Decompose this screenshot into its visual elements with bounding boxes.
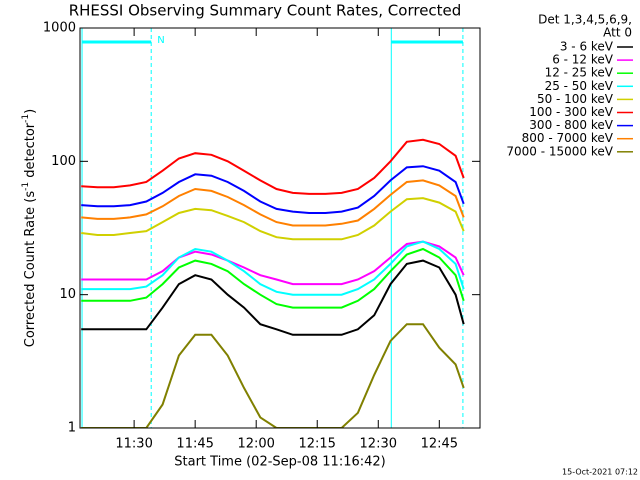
- y-tick-label: 100: [51, 154, 76, 169]
- legend-header: Det 1,3,4,5,6,9,: [538, 13, 632, 27]
- series-line: [81, 138, 465, 195]
- legend-label: 800 - 7000 keV: [522, 131, 614, 145]
- x-tick-label: 11:30: [115, 437, 152, 452]
- series-line: [81, 240, 465, 296]
- y-label-sup: -1: [21, 114, 31, 123]
- y-label-part: detector: [23, 122, 38, 182]
- legend-label: 7000 - 15000 keV: [506, 144, 613, 158]
- x-tick-label: 12:45: [421, 437, 458, 452]
- x-tick-label: 12:30: [360, 437, 397, 452]
- y-tick-label: 1: [68, 421, 76, 436]
- legend-header: Att 0: [603, 26, 632, 40]
- series-line: [81, 240, 465, 286]
- legend-label: 25 - 50 keV: [545, 79, 614, 93]
- series-line: [81, 259, 465, 336]
- plot-frame: [79, 27, 481, 429]
- series-line: [81, 197, 465, 241]
- legend-label: 6 - 12 keV: [552, 53, 614, 67]
- chart-title: RHESSI Observing Summary Count Rates, Co…: [69, 2, 462, 20]
- legend-label: 12 - 25 keV: [545, 66, 614, 80]
- x-axis-label: Start Time (02-Sep-08 11:16:42): [174, 455, 385, 470]
- y-label-part: ): [23, 109, 38, 114]
- series-line: [81, 323, 465, 428]
- legend-label: 50 - 100 keV: [537, 92, 614, 106]
- series-line: [81, 247, 465, 309]
- y-label-sup: -1: [21, 182, 31, 191]
- series-line: [81, 179, 465, 227]
- legend-label: 3 - 6 keV: [560, 40, 614, 54]
- x-tick-label: 12:15: [298, 437, 335, 452]
- x-tick-label: 11:45: [176, 437, 213, 452]
- series-line: [81, 165, 465, 214]
- y-axis-label: Corrected Count Rate (s-1 detector-1): [21, 109, 38, 347]
- legend-label: 300 - 800 keV: [529, 118, 613, 132]
- x-tick-label: 12:00: [237, 437, 274, 452]
- legend-label: 100 - 300 keV: [529, 105, 613, 119]
- y-label-part: Corrected Count Rate (s: [23, 191, 38, 348]
- timestamp: 15-Oct-2021 07:12: [562, 468, 638, 477]
- y-tick-label: 10: [59, 287, 76, 302]
- y-tick-label: 1000: [43, 21, 76, 36]
- night-label: N: [157, 35, 164, 46]
